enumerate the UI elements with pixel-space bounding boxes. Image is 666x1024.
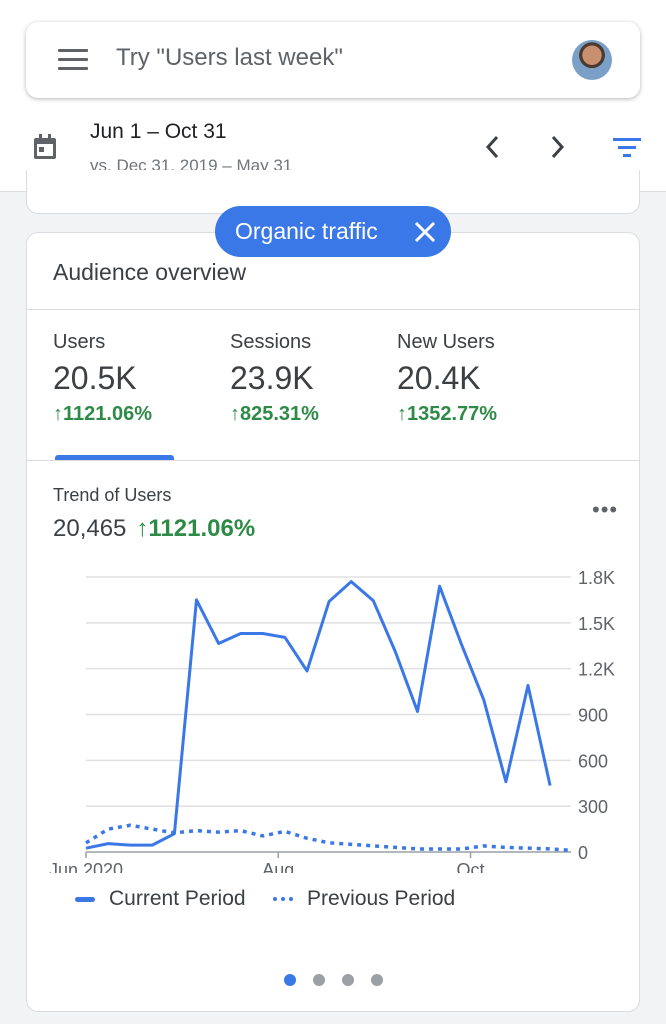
audience-overview-card: Audience overview Users 20.5K ↑1121.06% … [26, 232, 640, 1012]
page-dot[interactable] [284, 974, 296, 986]
more-options-icon[interactable]: ••• [592, 497, 619, 522]
trend-value: 20,465 ↑1121.06% [53, 515, 255, 543]
legend-label: Previous Period [307, 887, 456, 910]
y-tick-label: 900 [578, 706, 608, 726]
current-period-line [85, 580, 552, 850]
y-tick-label: 1.2K [578, 660, 615, 680]
metric-sessions[interactable]: Sessions 23.9K ↑825.31% [230, 331, 319, 426]
divider [27, 309, 639, 310]
page-dot[interactable] [313, 974, 325, 986]
x-tick-label: Jun 2020 [49, 860, 123, 873]
divider [27, 460, 639, 461]
page-dot[interactable] [371, 974, 383, 986]
y-tick-label: 0 [578, 843, 588, 863]
trend-change: ↑1121.06% [136, 515, 256, 542]
solid-line-swatch [75, 896, 95, 902]
filter-chip-organic-traffic[interactable]: Organic traffic [215, 206, 451, 257]
metric-label: Users [53, 331, 106, 353]
date-range-label[interactable]: Jun 1 – Oct 31 [90, 120, 227, 143]
metric-users[interactable]: Users 20.5K ↑1121.06% [53, 331, 152, 426]
chevron-left-icon[interactable] [478, 132, 508, 162]
close-icon[interactable] [413, 220, 437, 244]
calendar-icon[interactable] [32, 133, 58, 161]
legend-current-period[interactable]: Current Period [75, 887, 246, 911]
card-title: Audience overview [53, 259, 247, 285]
trend-label: Trend of Users [53, 485, 172, 505]
chevron-right-icon[interactable] [542, 132, 572, 162]
metric-label: Sessions [230, 331, 312, 353]
avatar[interactable] [572, 40, 612, 80]
legend-previous-period[interactable]: Previous Period [273, 887, 455, 911]
previous-period-line [85, 823, 573, 853]
menu-icon[interactable] [58, 49, 88, 71]
filter-icon[interactable] [612, 134, 642, 164]
y-tick-label: 1.5K [578, 614, 615, 634]
users-trend-chart: 0 300 600 900 1.2K 1.5K 1.8K Jun 2020 Aug Oct [49, 568, 615, 873]
metric-value: 20.5K [53, 360, 137, 396]
search-bar[interactable]: Try "Users last week" [26, 22, 640, 98]
trend-total: 20,465 [53, 515, 127, 542]
metric-label: New Users [397, 331, 495, 353]
y-tick-label: 300 [578, 797, 608, 817]
selected-tab-indicator [55, 455, 174, 460]
metric-value: 20.4K [397, 360, 481, 396]
y-tick-label: 1.8K [578, 568, 615, 588]
metric-change: ↑825.31% [230, 403, 319, 425]
metric-change: ↑1352.77% [397, 403, 498, 425]
page-dot[interactable] [342, 974, 354, 986]
metric-value: 23.9K [230, 360, 314, 396]
metric-new-users[interactable]: New Users 20.4K ↑1352.77% [397, 331, 497, 426]
metric-change: ↑1121.06% [53, 403, 152, 425]
filter-chip-label: Organic traffic [235, 218, 378, 244]
x-tick-label: Aug [262, 860, 294, 873]
dotted-line-swatch [273, 897, 293, 901]
legend-label: Current Period [109, 887, 246, 910]
x-tick-label: Oct [457, 860, 485, 873]
search-placeholder[interactable]: Try "Users last week" [116, 44, 343, 71]
y-tick-label: 600 [578, 751, 608, 771]
